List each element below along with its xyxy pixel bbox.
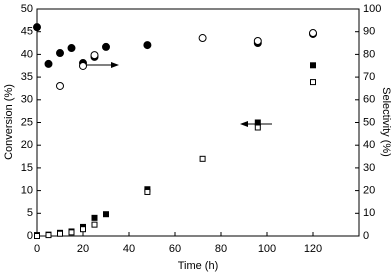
x-tick-label: 120 (304, 243, 322, 255)
y2-tick-label: 20 (363, 185, 375, 197)
circle-marker (79, 61, 87, 70)
y-tick-label: 50 (21, 3, 33, 15)
square-marker (80, 226, 86, 233)
y-tick-label: 40 (21, 48, 33, 60)
y2-tick-label: 90 (363, 26, 375, 38)
y2-tick-label: 0 (363, 230, 369, 242)
y-tick-label: 25 (21, 116, 33, 128)
x-tick-label: 0 (34, 243, 40, 255)
y-tick-label: 35 (21, 71, 33, 83)
y2-tick-label: 10 (363, 207, 375, 219)
square-marker (144, 188, 151, 195)
y-tick-label: 45 (21, 26, 33, 38)
y2-tick-label: 50 (363, 116, 375, 128)
x-axis-label: Time (h) (178, 260, 219, 272)
circle-marker (102, 42, 110, 51)
square-marker (68, 229, 75, 236)
x-tick-label: 80 (215, 243, 227, 255)
arrow-right (86, 62, 119, 68)
circle-marker (67, 44, 76, 53)
x-tick-label: 60 (169, 243, 181, 255)
y2-tick-label: 60 (363, 94, 375, 106)
y2-tick-label: 30 (363, 162, 375, 174)
square-marker (310, 62, 316, 69)
y-tick-label: 30 (21, 94, 33, 106)
x-tick-label: 40 (123, 243, 135, 255)
plot-frame (36, 8, 360, 237)
y2-axis-label: Selectivity (%) (380, 87, 392, 157)
square-marker (254, 124, 261, 131)
y2-tick-label: 80 (363, 48, 375, 60)
circle-marker (253, 37, 262, 46)
square-marker (310, 79, 316, 86)
y2-tick-label: 100 (363, 3, 381, 15)
square-marker (45, 232, 52, 239)
y-tick-label: 0 (27, 230, 33, 242)
square-marker (57, 230, 63, 237)
circle-marker (309, 29, 317, 38)
square-marker (91, 221, 98, 228)
circle-marker (143, 41, 152, 50)
x-tick-label: 100 (258, 243, 276, 255)
y-tick-label: 10 (21, 185, 33, 197)
circle-marker (33, 23, 41, 32)
circle-marker (198, 34, 207, 43)
circle-marker (44, 59, 53, 68)
square-marker (199, 155, 206, 162)
square-marker (34, 233, 40, 239)
circle-marker (90, 51, 99, 60)
y-tick-label: 15 (21, 162, 33, 174)
y-axis-label: Conversion (%) (3, 84, 15, 160)
y-tick-label: 5 (27, 207, 33, 219)
y2-tick-label: 40 (363, 139, 375, 151)
square-marker (103, 211, 109, 218)
square-marker (91, 214, 98, 221)
y2-tick-label: 70 (363, 71, 375, 83)
x-tick-label: 20 (77, 243, 89, 255)
circle-marker (56, 49, 64, 58)
y-tick-label: 20 (21, 139, 33, 151)
square-marker (254, 119, 261, 126)
circle-marker (56, 81, 64, 90)
